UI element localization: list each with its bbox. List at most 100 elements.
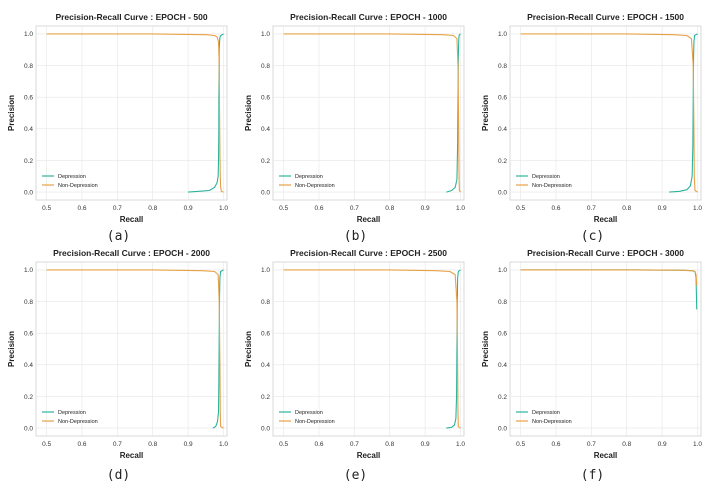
y-tick-label: 0.0 (498, 425, 507, 432)
y-tick-label: 0.8 (498, 299, 507, 306)
legend-label: Non-Depression (532, 183, 572, 189)
y-tick-label: 0.4 (261, 362, 270, 369)
chart-panel-f: 0.5 0.6 0.7 0.8 0.9 1.0 0.0 0.2 0.4 0.6 0.8 1.0 Prec… (474, 236, 711, 483)
y-tick-label: 0.2 (24, 394, 33, 401)
y-tick-label: 0.4 (24, 126, 33, 133)
x-tick-label: 1.0 (219, 441, 228, 448)
x-tick-label: 0.8 (385, 205, 394, 212)
chart-title: Precision-Recall Curve : EPOCH - 2500 (290, 248, 447, 258)
x-tick-label: 0.8 (622, 441, 631, 448)
x-tick-label: 0.6 (551, 205, 560, 212)
y-tick-label: 1.0 (498, 267, 507, 274)
chart-plot: 0.5 0.6 0.7 0.8 0.9 1.0 0.0 0.2 0.4 0.6 0.8 1.0 Prec… (244, 12, 465, 224)
chart-title: Precision-Recall Curve : EPOCH - 500 (55, 12, 207, 22)
chart-plot: 0.5 0.6 0.7 0.8 0.9 1.0 0.0 0.2 0.4 0.6 0.8 1.0 Prec… (481, 12, 702, 224)
y-axis-label: Precision (7, 95, 16, 131)
x-tick-label: 1.0 (456, 205, 465, 212)
y-tick-label: 0.8 (261, 63, 270, 70)
y-tick-label: 0.2 (498, 394, 507, 401)
plot-area (272, 25, 465, 201)
chart-plot: 0.5 0.6 0.7 0.8 0.9 1.0 0.0 0.2 0.4 0.6 0.8 1.0 Prec… (481, 248, 702, 460)
y-tick-label: 0.8 (24, 299, 33, 306)
series-line-depression (669, 33, 698, 193)
y-tick-label: 0.8 (498, 63, 507, 70)
x-tick-label: 0.5 (42, 205, 51, 212)
y-tick-label: 0.4 (24, 362, 33, 369)
x-tick-label: 1.0 (693, 441, 702, 448)
y-tick-label: 1.0 (24, 31, 33, 38)
x-tick-label: 0.7 (587, 441, 596, 448)
y-tick-label: 0.4 (261, 126, 270, 133)
plot-area (272, 261, 465, 437)
y-tick-label: 1.0 (498, 31, 507, 38)
chart-plot: 0.5 0.6 0.7 0.8 0.9 1.0 0.0 0.2 0.4 0.6 0.8 1.0 Prec… (7, 12, 228, 224)
x-tick-label: 0.7 (113, 205, 122, 212)
x-tick-label: 0.8 (148, 441, 157, 448)
x-axis-label: Recall (357, 215, 381, 224)
x-tick-label: 0.9 (658, 205, 667, 212)
chart-title: Precision-Recall Curve : EPOCH - 1500 (527, 12, 684, 22)
y-axis-label: Precision (244, 331, 253, 367)
chart-panel-d: 0.5 0.6 0.7 0.8 0.9 1.0 0.0 0.2 0.4 0.6 0.8 1.0 Prec… (0, 236, 237, 483)
series-line-non-depression (283, 33, 461, 193)
y-tick-label: 1.0 (261, 267, 270, 274)
x-tick-label: 0.7 (113, 441, 122, 448)
x-tick-label: 0.5 (516, 441, 525, 448)
x-axis-label: Recall (120, 451, 144, 460)
chart-plot: 0.5 0.6 0.7 0.8 0.9 1.0 0.0 0.2 0.4 0.6 0.8 1.0 Prec… (7, 248, 228, 460)
plot-area (35, 261, 228, 437)
panel-caption: (f) (580, 468, 605, 483)
chart-panel-a: 0.5 0.6 0.7 0.8 0.9 1.0 0.0 0.2 0.4 0.6 0.8 1.0 Prec… (0, 0, 237, 244)
x-tick-label: 0.5 (279, 205, 288, 212)
y-tick-label: 0.6 (24, 94, 33, 101)
x-tick-label: 0.5 (279, 441, 288, 448)
x-tick-label: 0.6 (314, 441, 323, 448)
y-tick-label: 0.0 (261, 425, 270, 432)
x-tick-label: 1.0 (456, 441, 465, 448)
x-tick-label: 1.0 (219, 205, 228, 212)
panel-caption: (a) (106, 229, 131, 244)
plot-area (35, 25, 228, 201)
x-tick-label: 0.7 (587, 205, 596, 212)
series-line-non-depression (520, 33, 698, 193)
series-line-non-depression (283, 269, 461, 429)
y-tick-label: 0.0 (498, 189, 507, 196)
x-tick-label: 0.9 (658, 441, 667, 448)
legend-label: Non-Depression (295, 183, 335, 189)
y-tick-label: 0.6 (24, 330, 33, 337)
x-tick-label: 0.8 (148, 205, 157, 212)
y-tick-label: 0.2 (24, 158, 33, 165)
y-axis-label: Precision (244, 95, 253, 131)
x-tick-label: 1.0 (693, 205, 702, 212)
y-tick-label: 0.6 (261, 330, 270, 337)
y-tick-label: 0.0 (24, 189, 33, 196)
y-tick-label: 1.0 (261, 31, 270, 38)
x-axis-label: Recall (120, 215, 144, 224)
legend-label: Depression (58, 410, 86, 416)
x-tick-label: 0.5 (516, 205, 525, 212)
x-tick-label: 0.8 (385, 441, 394, 448)
chart-panel-c: 0.5 0.6 0.7 0.8 0.9 1.0 0.0 0.2 0.4 0.6 0.8 1.0 Prec… (474, 0, 711, 244)
y-tick-label: 0.4 (498, 126, 507, 133)
series-line-non-depression (46, 33, 224, 193)
x-tick-label: 0.9 (421, 205, 430, 212)
plot-area (509, 25, 702, 201)
x-tick-label: 0.6 (314, 205, 323, 212)
legend-label: Non-Depression (295, 419, 335, 425)
chart-title: Precision-Recall Curve : EPOCH - 2000 (53, 248, 210, 258)
y-tick-label: 0.2 (498, 158, 507, 165)
chart-panel-b: 0.5 0.6 0.7 0.8 0.9 1.0 0.0 0.2 0.4 0.6 0.8 1.0 Prec… (237, 0, 474, 244)
legend-label: Depression (58, 174, 86, 180)
x-axis-label: Recall (594, 451, 618, 460)
x-tick-label: 0.7 (350, 441, 359, 448)
series-line-non-depression (520, 269, 698, 286)
y-axis-label: Precision (7, 331, 16, 367)
y-tick-label: 0.6 (498, 330, 507, 337)
y-tick-label: 0.0 (261, 189, 270, 196)
series-line-depression (188, 33, 224, 193)
x-tick-label: 0.6 (77, 441, 86, 448)
legend-label: Depression (532, 410, 560, 416)
legend-label: Depression (295, 410, 323, 416)
chart-title: Precision-Recall Curve : EPOCH - 1000 (290, 12, 447, 22)
series-line-depression (446, 269, 461, 429)
